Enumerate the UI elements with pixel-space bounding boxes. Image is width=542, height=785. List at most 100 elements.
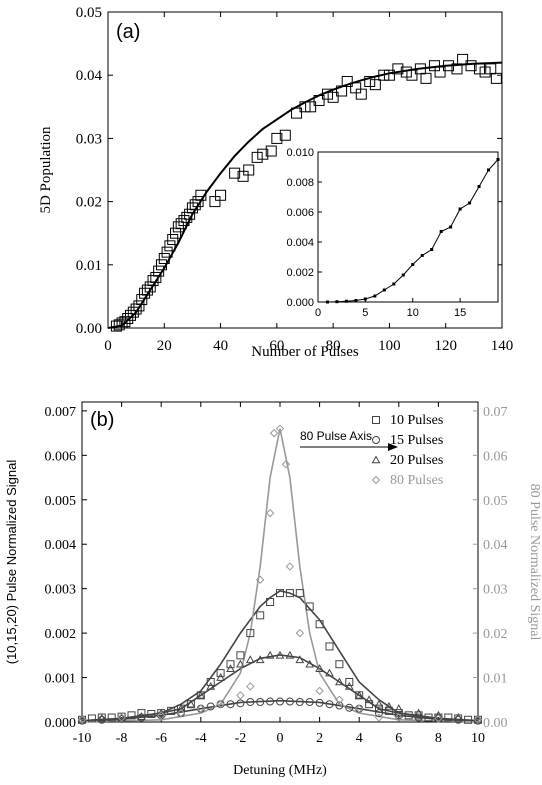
data-point-b: [77, 715, 87, 724]
inset-y-tick-label: 0.002: [286, 267, 314, 279]
data-point-b: [354, 690, 364, 699]
fit-line-a: [107, 61, 503, 329]
data-point-b: [375, 704, 383, 713]
y-tick-label-b: 0.004: [45, 538, 77, 553]
data-point-a: [265, 145, 277, 157]
inset-point: [487, 168, 491, 172]
data-point-b: [285, 589, 294, 598]
data-point-b: [216, 673, 225, 681]
data-point-b: [325, 642, 334, 651]
x-tick-label-b: 6: [395, 731, 402, 746]
data-point-b: [394, 713, 404, 722]
data-point-b: [97, 713, 107, 722]
data-point-a: [392, 63, 404, 75]
y2-tick-label-b: 0.06: [483, 449, 508, 464]
data-point-b: [256, 611, 265, 620]
inset-point: [439, 230, 443, 233]
inset-point: [458, 207, 462, 211]
x-tick-label-a: 100: [378, 338, 401, 354]
data-point-b: [345, 703, 354, 712]
data-point-b: [325, 668, 334, 677]
data-point-b: [345, 678, 354, 686]
data-point-b: [236, 691, 245, 700]
inset-point: [420, 254, 424, 257]
legend-label: 10 Pulses: [390, 413, 443, 428]
data-point-a: [172, 221, 184, 233]
x-tick-label-a: 60: [269, 338, 284, 354]
data-point-b: [196, 704, 206, 713]
data-point-a: [237, 170, 249, 182]
data-point-b: [295, 698, 304, 706]
inset-point: [363, 297, 367, 301]
x-tick-label-b: -8: [116, 731, 128, 746]
inset-x-tick-label: 15: [454, 307, 466, 319]
y2-tick-label-b: 0.04: [483, 538, 508, 553]
y-tick-label-b: 0.003: [45, 583, 77, 598]
x-axis-label-a: Number of Pulses: [251, 344, 359, 360]
data-point-a: [251, 151, 263, 163]
y-tick-label-b: 0.001: [45, 672, 77, 687]
y-tick-label-a: 0.04: [76, 68, 103, 84]
x-tick-label-b: 10: [471, 731, 485, 746]
data-point-b: [295, 628, 305, 638]
y2-tick-label-b: 0.05: [483, 494, 508, 509]
data-point-b: [434, 714, 443, 723]
data-point-b: [295, 655, 305, 664]
legend-marker: [371, 455, 381, 464]
data-point-a: [125, 309, 137, 321]
data-point-a: [341, 76, 353, 88]
data-point-b: [364, 695, 374, 704]
data-point-b: [305, 602, 314, 611]
data-point-b: [276, 589, 284, 598]
data-point-b: [295, 589, 304, 598]
inset-y-tick-label: 0.004: [286, 237, 314, 249]
inset-y-tick-label: 0.006: [286, 207, 314, 219]
data-point-b: [117, 714, 126, 723]
legend-marker: [372, 436, 380, 444]
data-point-b: [434, 710, 443, 719]
data-point-b: [285, 562, 295, 571]
inset-point: [449, 225, 453, 229]
x-tick-label-b: -2: [235, 731, 247, 746]
data-point-b: [97, 715, 106, 724]
data-point-b: [269, 428, 279, 438]
y-axis-label-b: (10,15,20) Pulse Normalized Signal: [4, 460, 19, 665]
data-point-a: [279, 129, 291, 141]
y-tick-label-b: 0.006: [45, 449, 77, 464]
data-point-b: [87, 714, 96, 723]
data-point-b: [196, 690, 206, 699]
data-point-b: [374, 713, 384, 722]
data-point-b: [176, 708, 186, 718]
inset-point: [382, 288, 386, 292]
data-point-b: [335, 677, 344, 686]
data-point-b: [404, 711, 413, 720]
data-point-a: [167, 234, 179, 246]
data-point-b: [226, 664, 235, 672]
x-tick-label-a: 40: [213, 338, 228, 354]
inset-point: [373, 294, 377, 298]
data-point-a: [490, 72, 502, 84]
data-point-a: [327, 91, 339, 103]
x-tick-label-a: 0: [104, 338, 112, 354]
inset-x-tick-label: 10: [407, 307, 419, 319]
data-point-b: [285, 650, 295, 659]
data-point-b: [127, 711, 136, 720]
y2-tick-label-b: 0.07: [483, 405, 508, 420]
data-point-b: [473, 715, 483, 724]
data-point-a: [420, 72, 432, 84]
fit-line-b: [81, 654, 479, 722]
legend-label: 20 Pulses: [390, 453, 443, 468]
data-point-a: [305, 101, 317, 113]
data-point-b: [206, 681, 216, 690]
data-point-b: [276, 697, 284, 706]
inset-point: [430, 248, 434, 251]
inset-y-tick-label: 0.000: [286, 297, 314, 309]
x-tick-label-b: 4: [356, 731, 363, 746]
x-tick-label-a: 20: [157, 338, 172, 354]
inset-point: [411, 263, 415, 266]
y-tick-label-a: 0.00: [76, 321, 102, 337]
data-point-a: [271, 132, 283, 144]
annotation-arrowhead: [388, 443, 398, 451]
data-point-b: [265, 508, 275, 518]
y-tick-label-b: 0.005: [45, 494, 77, 509]
